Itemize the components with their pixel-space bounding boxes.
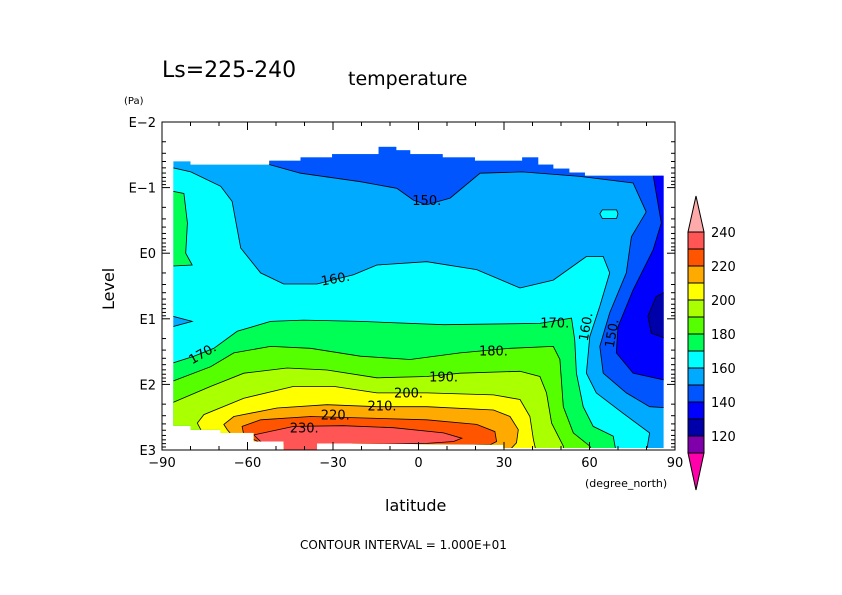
contour-region-150-160 bbox=[173, 314, 194, 329]
contour-label: 150. bbox=[603, 318, 623, 349]
chart-subtitle: Ls=225-240 bbox=[162, 58, 296, 83]
colorbar-box bbox=[687, 367, 705, 386]
contour-label: 220. bbox=[321, 409, 350, 424]
y-units: (Pa) bbox=[124, 96, 144, 107]
contour-region-230-240 bbox=[252, 425, 464, 450]
x-tick-label: −30 bbox=[319, 456, 346, 471]
colorbar-label: 180 bbox=[711, 328, 736, 343]
contour-label: 160. bbox=[320, 270, 351, 290]
colorbar-box bbox=[687, 265, 705, 284]
colorbar-box bbox=[687, 401, 705, 420]
colorbar-label: 200 bbox=[711, 294, 736, 309]
colorbar-over-triangle bbox=[687, 195, 705, 233]
x-tick-label: 30 bbox=[496, 456, 513, 471]
colorbar: 120 140 160 180 200 220 240 bbox=[687, 195, 736, 491]
colorbar-box bbox=[687, 384, 705, 403]
colorbar-box bbox=[687, 316, 705, 335]
contour-label: 180. bbox=[479, 344, 508, 359]
contour-labels: 150.160.170.180.190.200.210.220.230.170.… bbox=[187, 194, 623, 436]
contour-label: 150. bbox=[412, 194, 441, 209]
x-units: (degree_north) bbox=[585, 477, 667, 490]
colorbar-label: 240 bbox=[711, 226, 736, 241]
x-tick-label: 90 bbox=[667, 456, 684, 471]
x-tick-label: −90 bbox=[148, 456, 175, 471]
x-tick-label: 60 bbox=[581, 456, 598, 471]
y-tick-label: E2 bbox=[140, 378, 157, 393]
colorbar-box bbox=[687, 248, 705, 267]
colorbar-label: 220 bbox=[711, 260, 736, 275]
x-axis-label: latitude bbox=[385, 496, 446, 515]
x-tick-label: 0 bbox=[414, 456, 422, 471]
colorbar-box bbox=[687, 333, 705, 352]
contour-label: 210. bbox=[368, 399, 397, 414]
contour-label: 170. bbox=[540, 317, 569, 332]
y-tick-label: E1 bbox=[140, 313, 157, 328]
y-tick-label: E0 bbox=[140, 247, 157, 262]
contour-label: 190. bbox=[429, 371, 458, 386]
colorbar-label: 140 bbox=[711, 396, 736, 411]
contour-label: 230. bbox=[290, 421, 319, 436]
y-tick-label: E3 bbox=[140, 444, 157, 459]
y-tick-label: E−1 bbox=[129, 182, 156, 197]
colorbar-box bbox=[687, 418, 705, 437]
contour-interval-note: CONTOUR INTERVAL = 1.000E+01 bbox=[300, 538, 507, 552]
colorbar-box bbox=[687, 435, 705, 454]
colorbar-label: 120 bbox=[711, 430, 736, 445]
colorbar-box bbox=[687, 350, 705, 369]
colorbar-label: 160 bbox=[711, 362, 736, 377]
chart-title: temperature bbox=[348, 68, 467, 90]
colorbar-box bbox=[687, 282, 705, 301]
contour-label: 160. bbox=[577, 311, 597, 342]
plot-area bbox=[173, 146, 664, 450]
colorbar-under-triangle bbox=[687, 452, 705, 491]
contour-region-120-130 bbox=[647, 289, 664, 341]
y-axis-label: Level bbox=[99, 268, 118, 310]
contour-region-170-180 bbox=[173, 189, 193, 267]
x-tick-label: −60 bbox=[234, 456, 261, 471]
colorbar-box bbox=[687, 231, 705, 250]
axes: −90 −60 −30 0 30 60 90 E−2 E−1 E0 E1 E2 E3 bbox=[129, 116, 684, 471]
colorbar-box bbox=[687, 299, 705, 318]
contour-label: 200. bbox=[394, 386, 423, 401]
contour-region-160-170 bbox=[599, 209, 619, 219]
y-tick-label: E−2 bbox=[129, 116, 156, 131]
